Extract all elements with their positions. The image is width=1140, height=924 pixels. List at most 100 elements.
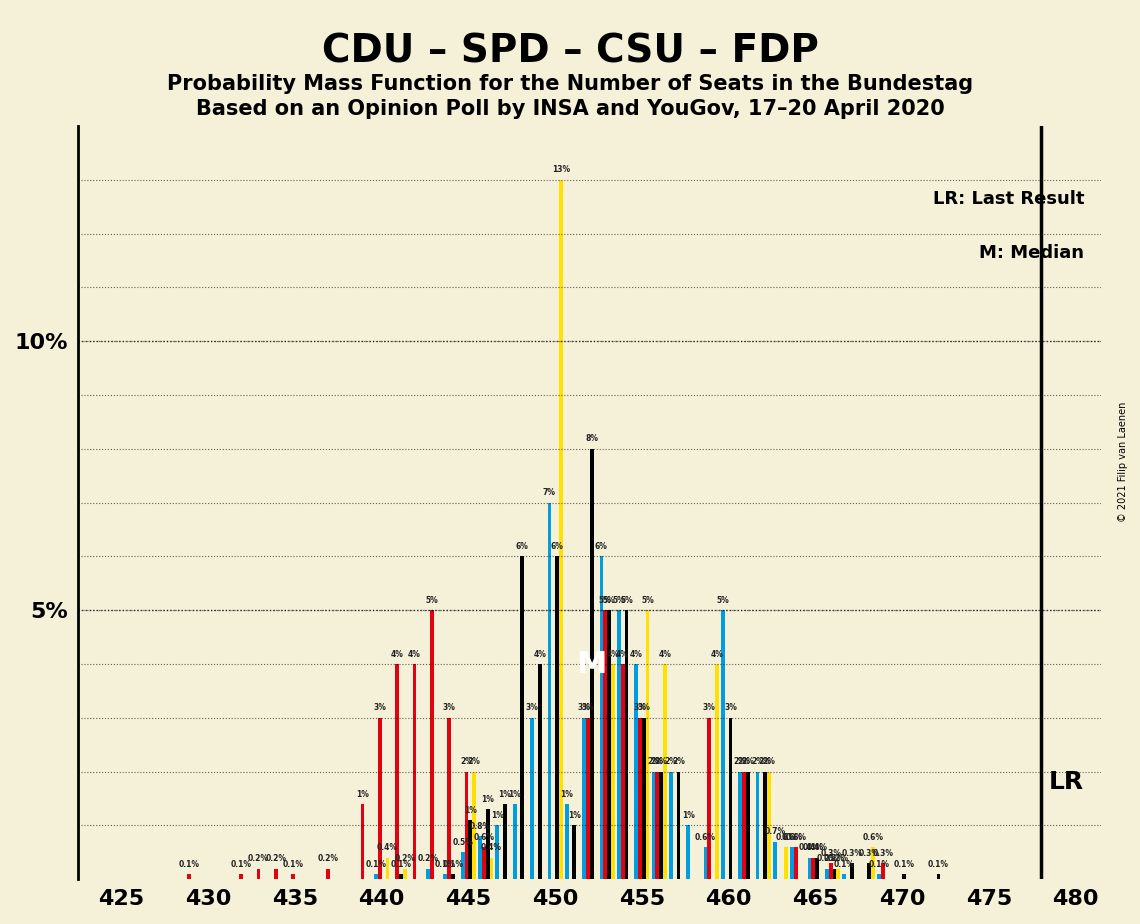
Bar — [530, 718, 534, 880]
Text: 2%: 2% — [763, 758, 775, 766]
Text: 4%: 4% — [391, 650, 404, 659]
Bar — [842, 874, 846, 880]
Text: 3%: 3% — [581, 703, 594, 712]
Text: 0.4%: 0.4% — [799, 844, 820, 852]
Bar — [451, 874, 455, 880]
Text: 3%: 3% — [374, 703, 386, 712]
Text: 0.6%: 0.6% — [782, 833, 803, 842]
Bar — [767, 772, 771, 880]
Bar — [652, 772, 655, 880]
Text: 0.3%: 0.3% — [872, 849, 894, 857]
Bar — [638, 718, 642, 880]
Text: M: M — [577, 650, 606, 678]
Text: 5%: 5% — [598, 596, 612, 605]
Bar — [559, 179, 563, 880]
Bar — [620, 664, 625, 880]
Bar — [399, 874, 402, 880]
Text: 3%: 3% — [578, 703, 591, 712]
Text: 0.6%: 0.6% — [695, 833, 716, 842]
Text: 3%: 3% — [634, 703, 646, 712]
Text: 2%: 2% — [741, 758, 755, 766]
Text: 6%: 6% — [595, 542, 608, 551]
Text: 0.8%: 0.8% — [470, 821, 490, 831]
Text: Based on an Opinion Poll by INSA and YouGov, 17–20 April 2020: Based on an Opinion Poll by INSA and You… — [196, 99, 944, 119]
Bar — [586, 718, 589, 880]
Text: 6%: 6% — [551, 542, 563, 551]
Text: 2%: 2% — [671, 758, 685, 766]
Bar — [656, 772, 659, 880]
Text: 0.6%: 0.6% — [776, 833, 797, 842]
Bar — [877, 874, 881, 880]
Bar — [430, 610, 433, 880]
Text: 0.1%: 0.1% — [442, 859, 464, 869]
Text: 13%: 13% — [552, 165, 570, 175]
Bar — [600, 556, 603, 880]
Bar — [686, 825, 690, 880]
Text: M: Median: M: Median — [979, 244, 1084, 262]
Bar — [634, 664, 638, 880]
Bar — [555, 556, 559, 880]
Bar — [513, 804, 516, 880]
Bar — [608, 610, 611, 880]
Text: 0.1%: 0.1% — [894, 859, 914, 869]
Bar — [625, 610, 628, 880]
Text: 2%: 2% — [759, 758, 772, 766]
Bar — [291, 874, 295, 880]
Text: Probability Mass Function for the Number of Seats in the Bundestag: Probability Mass Function for the Number… — [166, 74, 974, 94]
Bar — [645, 610, 650, 880]
Bar — [773, 842, 776, 880]
Text: 0.2%: 0.2% — [394, 854, 415, 863]
Bar — [564, 804, 569, 880]
Text: © 2021 Filip van Laenen: © 2021 Filip van Laenen — [1118, 402, 1127, 522]
Bar — [583, 718, 586, 880]
Text: 0.1%: 0.1% — [230, 859, 252, 869]
Bar — [469, 821, 472, 880]
Text: 1%: 1% — [568, 811, 580, 821]
Text: 3%: 3% — [724, 703, 736, 712]
Bar — [881, 863, 885, 880]
Bar — [812, 857, 815, 880]
Bar — [547, 503, 552, 880]
Bar — [871, 847, 874, 880]
Text: 8%: 8% — [585, 434, 599, 444]
Text: 2%: 2% — [654, 758, 668, 766]
Text: 1%: 1% — [464, 806, 477, 815]
Text: 5%: 5% — [620, 596, 633, 605]
Text: 2%: 2% — [734, 758, 747, 766]
Bar — [868, 863, 871, 880]
Bar — [850, 863, 854, 880]
Bar — [326, 869, 329, 880]
Bar — [239, 874, 243, 880]
Text: 2%: 2% — [738, 758, 750, 766]
Text: 0.6%: 0.6% — [785, 833, 806, 842]
Text: 0.2%: 0.2% — [317, 854, 339, 863]
Text: 0.1%: 0.1% — [391, 859, 412, 869]
Bar — [669, 772, 673, 880]
Text: 0.4%: 0.4% — [807, 844, 828, 852]
Bar — [902, 874, 906, 880]
Text: 2%: 2% — [651, 758, 663, 766]
Bar — [807, 857, 812, 880]
Text: 7%: 7% — [543, 488, 556, 497]
Bar — [815, 857, 819, 880]
Bar — [756, 772, 759, 880]
Text: 0.1%: 0.1% — [366, 859, 386, 869]
Bar — [642, 718, 645, 880]
Bar — [663, 664, 667, 880]
Text: 5%: 5% — [603, 596, 616, 605]
Text: 3%: 3% — [703, 703, 716, 712]
Text: 5%: 5% — [641, 596, 654, 605]
Bar — [402, 869, 407, 880]
Text: 4%: 4% — [408, 650, 421, 659]
Text: 0.1%: 0.1% — [434, 859, 456, 869]
Bar — [377, 718, 382, 880]
Bar — [482, 847, 486, 880]
Bar — [486, 809, 489, 880]
Bar — [829, 863, 832, 880]
Text: 1%: 1% — [561, 789, 573, 798]
Bar — [746, 772, 750, 880]
Text: 2%: 2% — [467, 758, 481, 766]
Bar — [572, 825, 577, 880]
Text: 0.2%: 0.2% — [266, 854, 286, 863]
Bar — [274, 869, 278, 880]
